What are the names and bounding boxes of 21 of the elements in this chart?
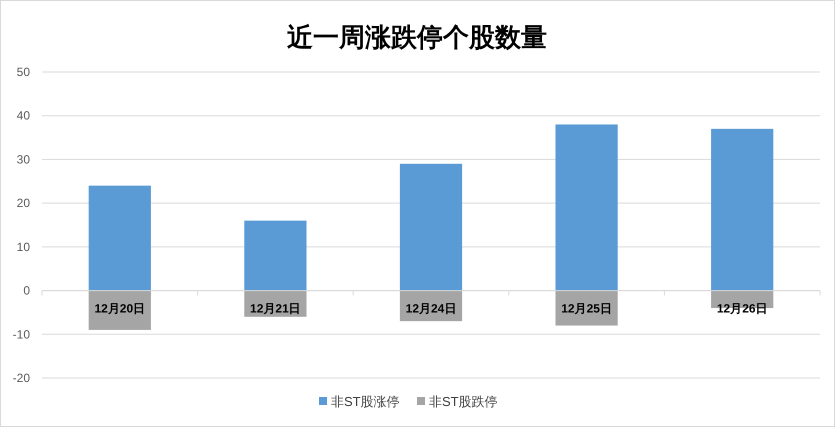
x-tick-label: 12月21日 xyxy=(250,302,301,316)
y-tick-label: 40 xyxy=(16,108,30,123)
bar xyxy=(400,164,462,291)
legend-label: 非ST股跌停 xyxy=(429,394,498,409)
x-tick-label: 12月26日 xyxy=(716,302,768,316)
x-tick-label: 12月25日 xyxy=(561,302,612,316)
y-tick-label: 30 xyxy=(16,152,30,166)
y-tick-label: 0 xyxy=(23,284,30,298)
y-tick-label: -20 xyxy=(12,371,30,385)
chart-title: 近一周涨跌停个股数量 xyxy=(287,22,547,52)
bar xyxy=(711,128,774,291)
legend-label: 非ST股涨停 xyxy=(331,394,400,409)
bar xyxy=(555,124,618,291)
y-tick-label: 10 xyxy=(16,240,30,254)
x-tick-label: 12月20日 xyxy=(94,302,146,316)
bar xyxy=(88,186,151,291)
y-tick-label: -10 xyxy=(12,327,30,342)
x-tick-label: 12月24日 xyxy=(406,302,456,316)
y-tick-label: 50 xyxy=(16,65,30,79)
bar xyxy=(244,220,307,291)
y-tick-label: 20 xyxy=(16,196,30,210)
